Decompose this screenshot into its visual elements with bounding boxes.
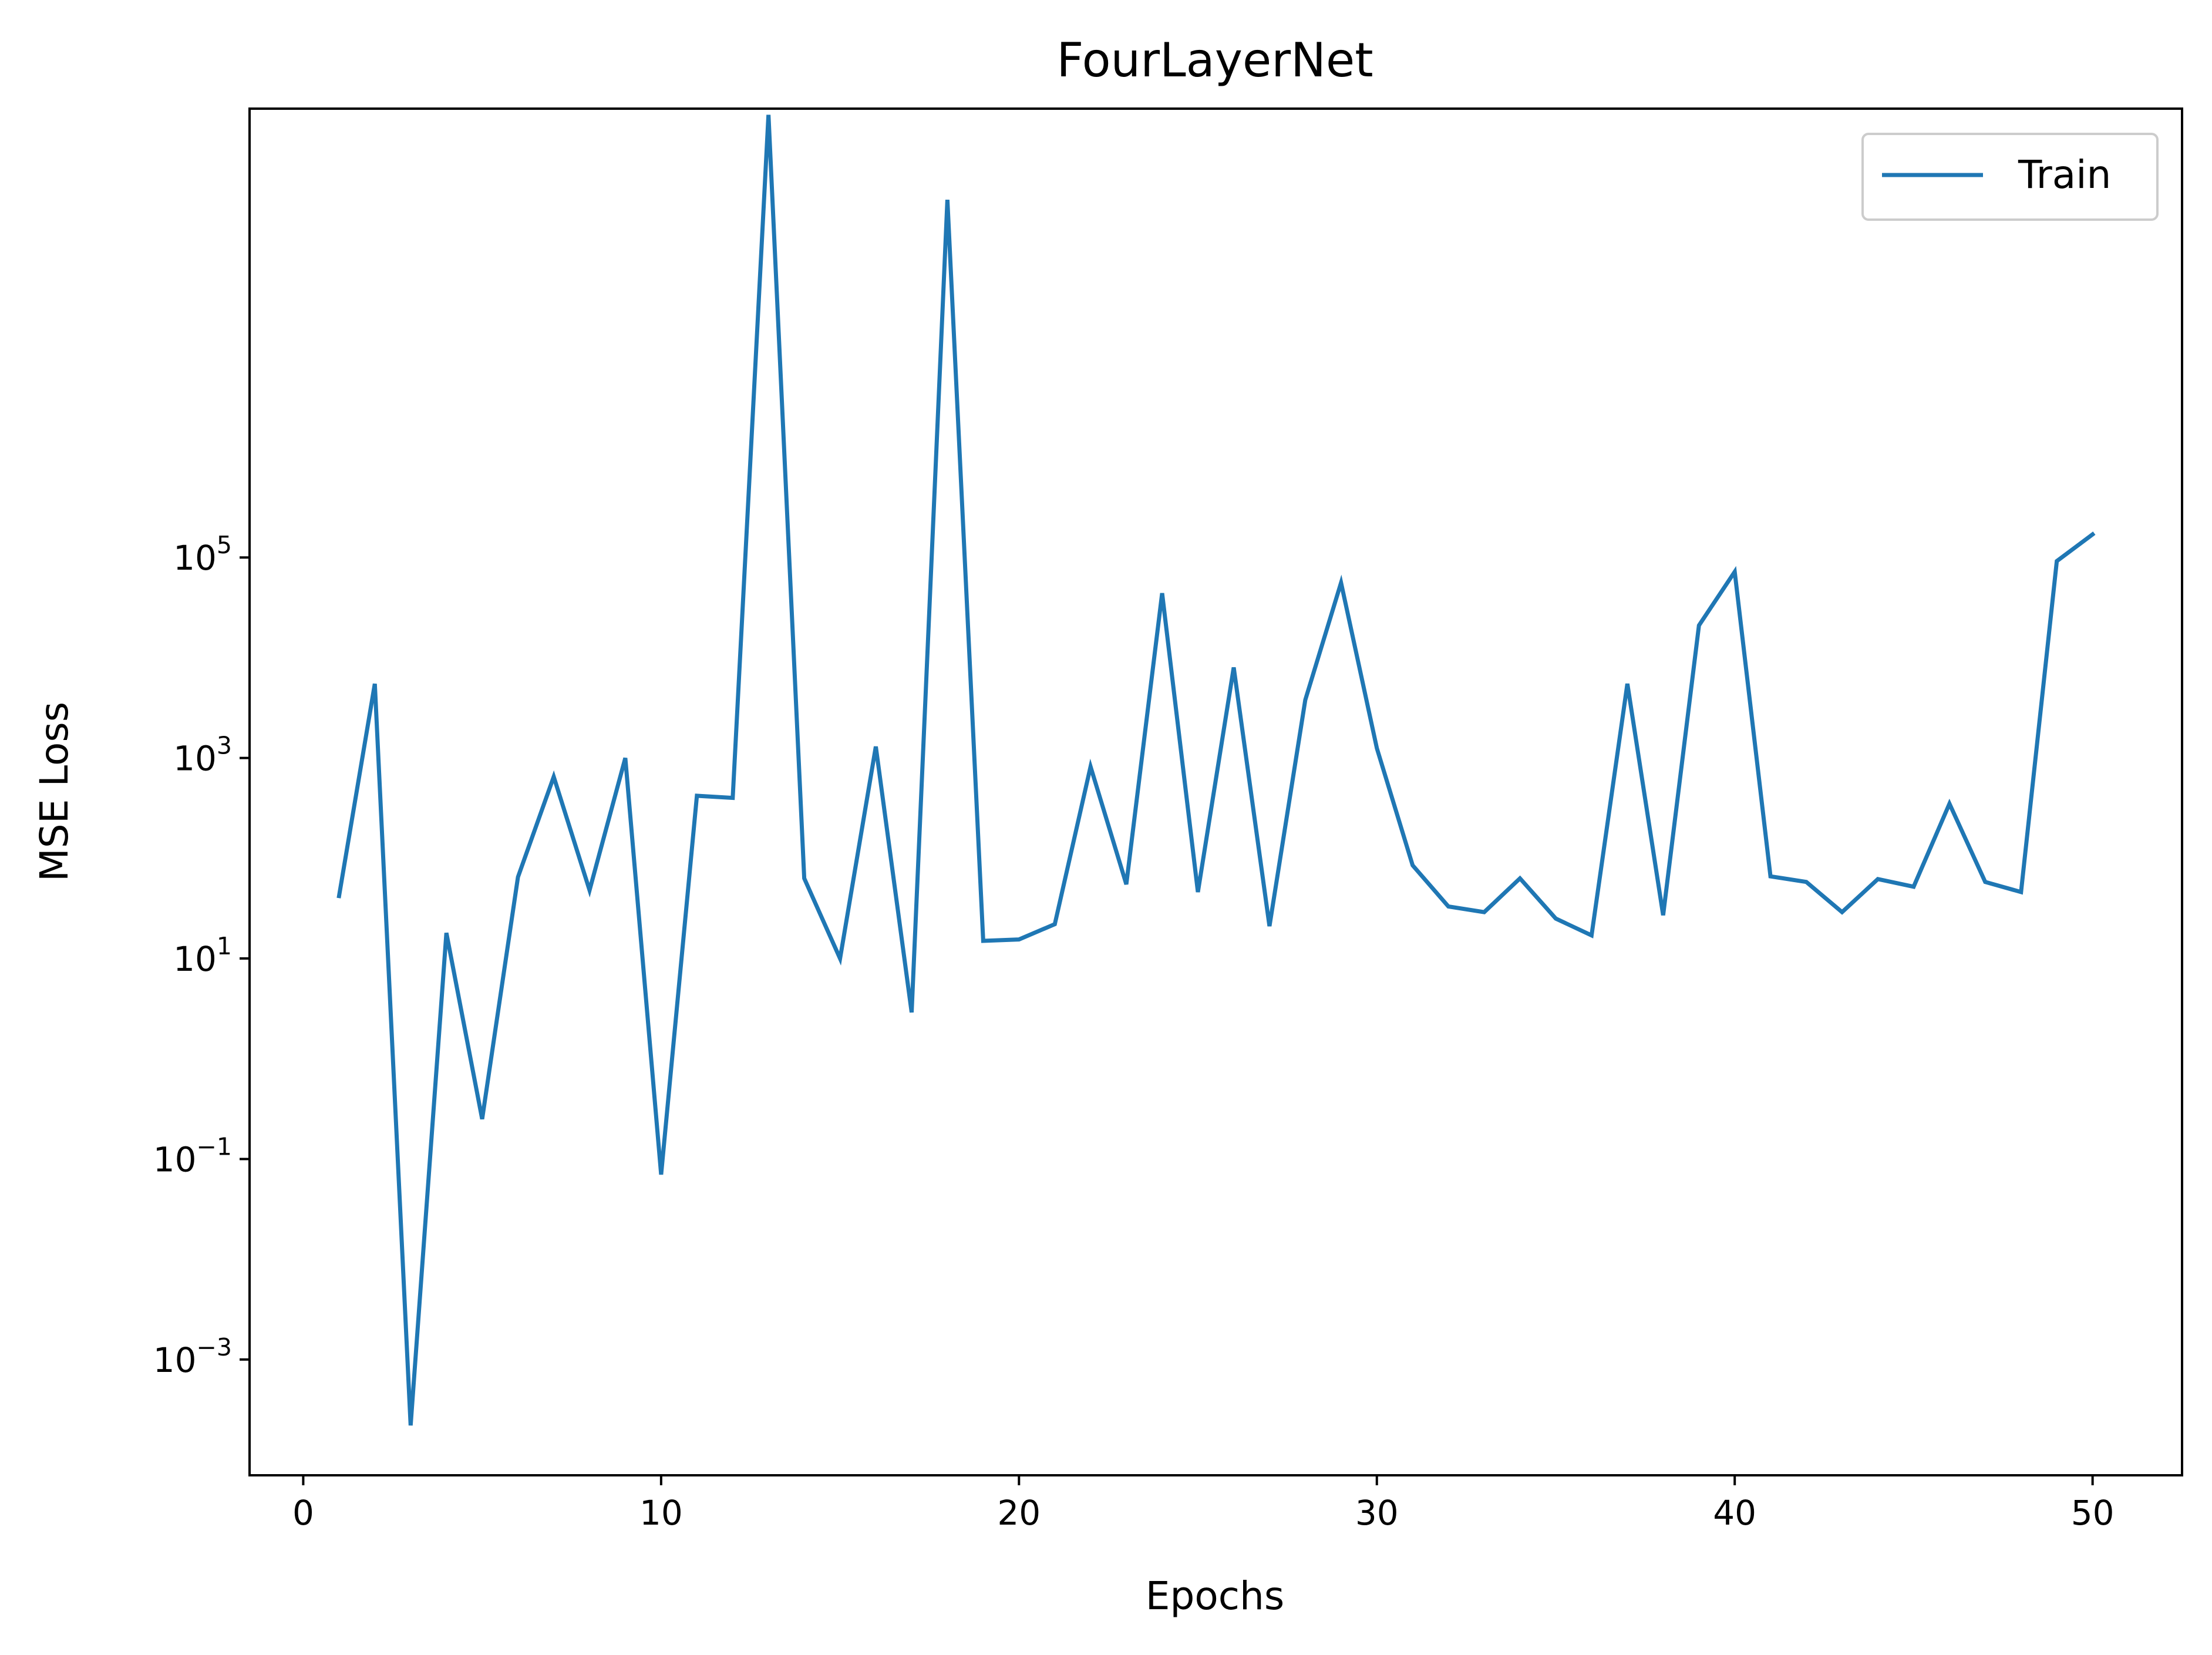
x-tick-label: 50: [2071, 1493, 2115, 1533]
y-tick-label: 10−1: [153, 1132, 232, 1179]
plot-frame: [248, 107, 2183, 1476]
x-axis: 0 10 20 30 40 50: [292, 1475, 2115, 1533]
legend-label-train: Train: [2018, 152, 2111, 197]
x-tick-label: 20: [997, 1493, 1041, 1533]
series-line-train: [336, 115, 2096, 1426]
chart-title: FourLayerNet: [1056, 33, 1373, 88]
x-axis-label: Epochs: [1146, 1573, 1284, 1619]
x-tick-label: 0: [292, 1493, 314, 1533]
y-axis-label: MSE Loss: [32, 702, 77, 882]
y-axis: 10−3 10−1 101 103 105: [153, 531, 250, 1380]
y-tick-label: 105: [173, 531, 232, 578]
series-layer: [336, 115, 2096, 1426]
x-tick-label: 30: [1355, 1493, 1399, 1533]
x-tick-label: 10: [639, 1493, 683, 1533]
y-tick-label: 10−3: [153, 1333, 232, 1380]
x-tick-label: 40: [1713, 1493, 1756, 1533]
y-tick-label: 101: [173, 932, 232, 979]
legend-box: [1861, 133, 2159, 221]
y-tick-label: 103: [173, 732, 232, 779]
legend: Train: [1861, 133, 2159, 221]
